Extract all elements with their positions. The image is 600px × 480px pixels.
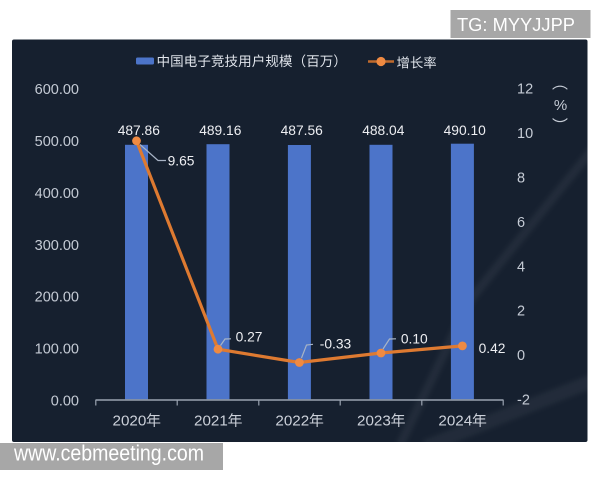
svg-text:100.00: 100.00 xyxy=(35,342,79,358)
svg-text:www.cebmeeting.com: www.cebmeeting.com xyxy=(13,441,204,466)
svg-text:487.56: 487.56 xyxy=(281,123,324,138)
svg-text:200.00: 200.00 xyxy=(35,290,79,306)
svg-text:%: % xyxy=(554,97,567,114)
svg-text:10: 10 xyxy=(517,126,533,142)
svg-text:2024: 2024 xyxy=(438,413,472,430)
svg-text:2021: 2021 xyxy=(194,413,228,430)
svg-text:489.16: 489.16 xyxy=(199,123,242,138)
svg-text:12: 12 xyxy=(517,82,533,98)
svg-text:-0.33: -0.33 xyxy=(320,337,352,352)
svg-text:TG: MYYJJPP: TG: MYYJJPP xyxy=(457,15,575,35)
svg-text:4: 4 xyxy=(517,259,525,275)
svg-text:6: 6 xyxy=(517,215,525,231)
svg-text:488.04: 488.04 xyxy=(362,123,405,138)
svg-text:400.00: 400.00 xyxy=(35,186,79,202)
svg-text:9.65: 9.65 xyxy=(168,154,195,169)
svg-text:2020: 2020 xyxy=(113,413,147,430)
svg-text:2: 2 xyxy=(517,304,525,320)
svg-text:-2: -2 xyxy=(517,393,530,409)
svg-text:600.00: 600.00 xyxy=(35,82,79,98)
svg-text:0.10: 0.10 xyxy=(401,331,428,346)
svg-text:8: 8 xyxy=(517,170,525,186)
svg-text:0: 0 xyxy=(517,348,525,364)
svg-text:300.00: 300.00 xyxy=(35,238,79,254)
svg-text:0.27: 0.27 xyxy=(236,330,263,345)
svg-text:490.10: 490.10 xyxy=(444,123,487,138)
svg-text:0.00: 0.00 xyxy=(51,394,79,410)
svg-text:2023: 2023 xyxy=(357,413,391,430)
svg-text:0.42: 0.42 xyxy=(479,341,506,356)
svg-text:500.00: 500.00 xyxy=(35,134,79,150)
svg-text:487.86: 487.86 xyxy=(118,123,161,138)
svg-text:2022: 2022 xyxy=(275,413,309,430)
